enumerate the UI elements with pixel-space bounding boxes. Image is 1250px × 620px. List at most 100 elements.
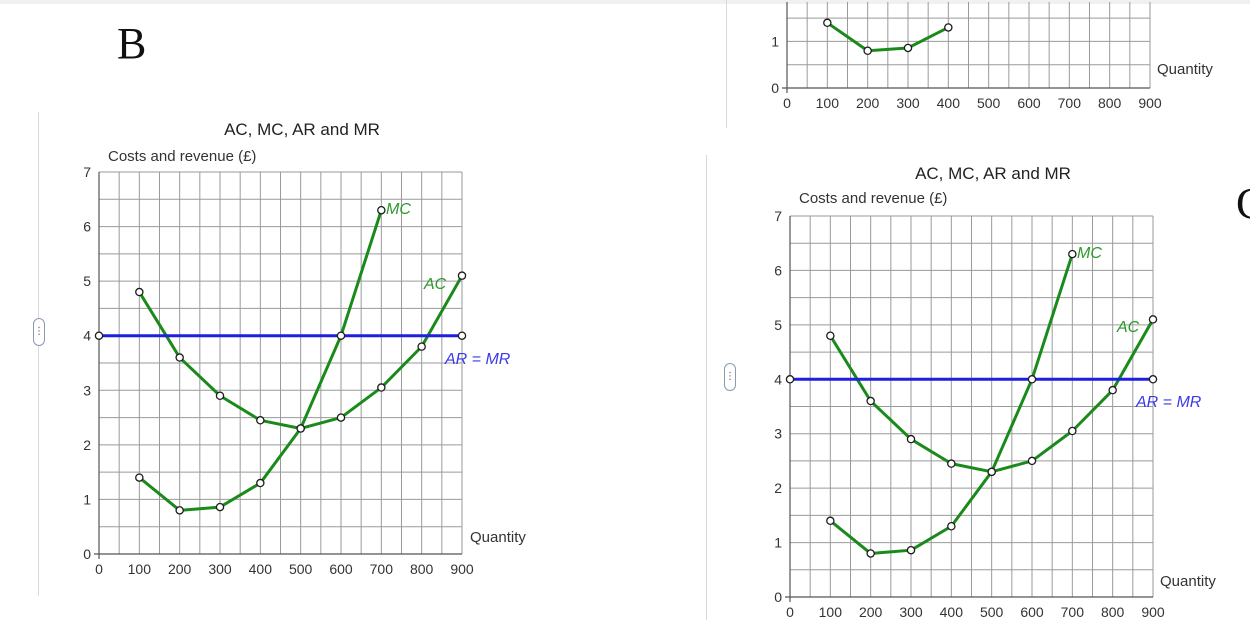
data-point-ac xyxy=(1108,385,1117,395)
x-tick-label: 300 xyxy=(208,561,232,577)
data-point-mc xyxy=(863,46,872,55)
data-point-ac xyxy=(215,391,225,400)
data-point-ac xyxy=(987,467,996,477)
series-label-ar-mr: AR = MR xyxy=(1135,394,1202,411)
x-tick-label: 100 xyxy=(819,604,843,620)
chart-b: AC, MC, AR and MR Costs and revenue (£) … xyxy=(83,120,526,577)
y-tick-label: 2 xyxy=(774,480,782,496)
x-tick-label: 700 xyxy=(1058,95,1082,111)
x-tick-label: 100 xyxy=(816,95,840,111)
data-point-mc xyxy=(336,331,346,340)
y-tick-label: 3 xyxy=(774,426,782,442)
chart-b-y-ticks: 0 1 2 3 4 5 6 7 xyxy=(83,164,91,562)
data-point-ac xyxy=(135,287,144,297)
chart-b-title: AC, MC, AR and MR xyxy=(224,120,380,139)
x-tick-label: 800 xyxy=(1098,95,1122,111)
series-label-mc: MC xyxy=(1077,245,1102,262)
resize-handle-left[interactable]: ⋮ xyxy=(33,318,45,346)
y-tick-label: 2 xyxy=(83,437,91,453)
data-point-mc xyxy=(903,43,913,53)
series-label-ar-mr: AR = MR xyxy=(444,351,511,368)
y-tick-label: 0 xyxy=(83,546,91,562)
data-point-mc xyxy=(1027,375,1037,384)
x-tick-label: 900 xyxy=(1138,95,1162,111)
chart-b-series-labels: MC AC AR = MR xyxy=(386,201,511,368)
data-point-ac xyxy=(1068,426,1077,436)
x-tick-label: 0 xyxy=(95,561,103,577)
chart-top-x-ticks: 0 100 200 300 400 500 600 700 800 900 xyxy=(783,95,1162,111)
chart-top-series xyxy=(823,18,953,55)
x-tick-label: 800 xyxy=(410,561,434,577)
chart-c-title: AC, MC, AR and MR xyxy=(915,164,1071,183)
y-tick-label: 3 xyxy=(83,382,91,398)
y-tick-label: 6 xyxy=(774,262,782,278)
data-point-ac xyxy=(296,424,305,433)
data-point-mc xyxy=(377,205,386,215)
data-point-ac xyxy=(1027,456,1037,466)
data-point-mc xyxy=(175,506,184,515)
y-tick-label: 4 xyxy=(774,371,782,387)
y-tick-label: 5 xyxy=(774,317,782,333)
series-line-mc xyxy=(826,21,950,53)
x-tick-label: 400 xyxy=(249,561,273,577)
series-label-ac: AC xyxy=(1116,319,1140,336)
x-tick-label: 300 xyxy=(896,95,920,111)
data-point-ar-mr xyxy=(457,331,467,340)
data-point-mc xyxy=(944,23,953,32)
chart-c-grid xyxy=(785,215,1154,602)
x-tick-label: 100 xyxy=(128,561,152,577)
data-point-mc xyxy=(906,545,916,555)
y-tick-label: 1 xyxy=(83,491,91,507)
y-tick-label: 6 xyxy=(83,219,91,235)
data-point-ac xyxy=(947,459,956,468)
data-point-mc xyxy=(135,473,144,482)
chart-c-ylabel: Costs and revenue (£) xyxy=(799,190,947,207)
data-point-ac xyxy=(1148,315,1158,324)
y-tick-label: 7 xyxy=(83,164,91,180)
top-right-divider xyxy=(726,0,727,128)
x-tick-label: 500 xyxy=(980,604,1004,620)
chart-top-xlabel: Quantity xyxy=(1157,61,1213,78)
data-point-ar-mr xyxy=(785,375,795,384)
x-tick-label: 700 xyxy=(1061,604,1085,620)
left-divider xyxy=(38,112,39,596)
data-point-mc xyxy=(256,478,265,488)
x-tick-label: 0 xyxy=(786,604,794,620)
data-point-mc xyxy=(1068,249,1077,259)
resize-handle-right[interactable]: ⋮ xyxy=(724,363,736,391)
x-tick-label: 700 xyxy=(370,561,394,577)
y-tick-label: 4 xyxy=(83,328,91,344)
x-tick-label: 200 xyxy=(859,604,883,620)
data-point-mc xyxy=(823,18,832,28)
data-point-ac xyxy=(377,383,386,392)
y-tick-label: 5 xyxy=(83,273,91,289)
data-point-ac xyxy=(906,434,916,444)
chart-b-ylabel: Costs and revenue (£) xyxy=(108,148,256,165)
data-point-ac xyxy=(866,396,875,406)
chart-c-series xyxy=(785,249,1158,558)
chart-b-series xyxy=(94,205,467,515)
data-point-ac xyxy=(256,416,265,425)
x-tick-label: 400 xyxy=(940,604,964,620)
x-tick-label: 500 xyxy=(289,561,313,577)
chart-top: Quantity 0 100 200 300 400 500 600 700 800 900 01 xyxy=(771,2,1213,111)
x-tick-label: 900 xyxy=(450,561,474,577)
chart-c-xlabel: Quantity xyxy=(1160,573,1216,590)
x-tick-label: 300 xyxy=(899,604,923,620)
data-point-mc xyxy=(215,502,225,512)
panel-letter-c: C xyxy=(1236,178,1250,229)
y-tick-label: 1 xyxy=(771,33,779,49)
chart-b-xlabel: Quantity xyxy=(470,529,526,546)
data-point-mc xyxy=(947,521,956,531)
data-point-ac xyxy=(175,353,184,362)
chart-c-x-ticks: 0 100 200 300 400 500 600 700 800 900 xyxy=(786,604,1165,620)
data-point-ac xyxy=(826,331,835,340)
x-tick-label: 900 xyxy=(1141,604,1165,620)
y-tick-label: 0 xyxy=(771,80,779,96)
chart-c-series-labels: MC AC AR = MR xyxy=(1077,245,1202,411)
x-tick-label: 600 xyxy=(1017,95,1041,111)
data-point-ar-mr xyxy=(1148,375,1158,384)
data-point-ar-mr xyxy=(94,331,104,340)
chart-c-y-ticks: 0 1 2 3 4 5 6 7 xyxy=(774,208,782,605)
